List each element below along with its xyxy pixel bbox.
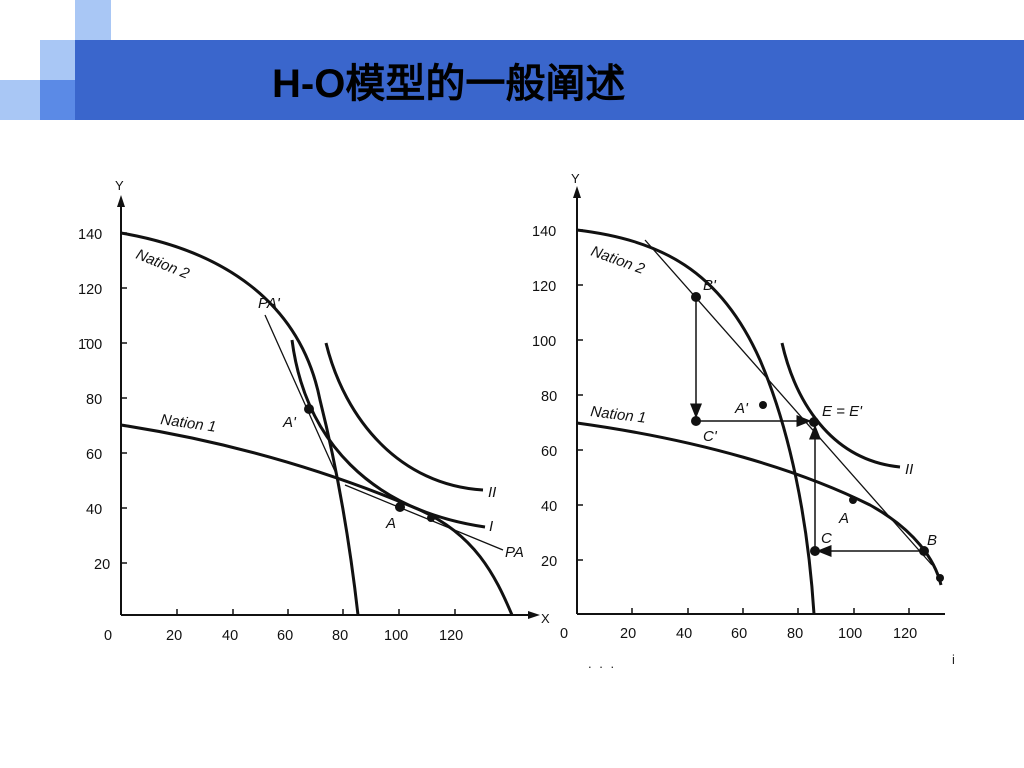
- left-label-pa: PA: [505, 544, 524, 561]
- left-label-pa-prime: PA': [258, 295, 281, 312]
- right-label-c: C: [821, 530, 832, 547]
- right-label-a: A: [838, 510, 849, 527]
- stray-mark-right: i: [952, 652, 955, 667]
- right-point-a: [849, 496, 857, 504]
- left-indifference-curve-ii: [324, 342, 484, 492]
- left-x-tick-40: 40: [222, 628, 238, 644]
- right-y-tick-60: 60: [541, 444, 557, 460]
- right-x-tick-120: 120: [893, 626, 917, 642]
- left-point-tangency: [427, 514, 435, 522]
- right-x-tick-100: 100: [838, 626, 862, 642]
- right-y-tick-20: 20: [541, 554, 557, 570]
- right-x-tick-0: 0: [560, 626, 568, 642]
- left-nation2-frontier: [120, 231, 360, 616]
- left-y-tick-100: 1̄00: [78, 337, 102, 353]
- right-label-a-prime: A': [734, 400, 749, 417]
- left-x-tick-60: 60: [277, 628, 293, 644]
- deco-square-mid: [40, 40, 75, 80]
- deco-square-low: [0, 80, 40, 120]
- left-point-a: [395, 502, 405, 512]
- left-point-a-prime: [304, 404, 314, 414]
- right-label-e: E = E': [822, 403, 863, 420]
- left-x-axis-label: X: [541, 611, 550, 626]
- right-point-c: [810, 546, 820, 556]
- right-y-tick-80: 80: [541, 389, 557, 405]
- left-label-i: I: [489, 518, 493, 535]
- right-indifference-curve-ii: [780, 342, 901, 469]
- right-label-nation2: Nation 2: [589, 243, 648, 278]
- right-y-tick-120: 120: [532, 279, 556, 295]
- left-x-ticks: [176, 609, 456, 615]
- left-y-tick-40: 40: [86, 502, 102, 518]
- right-x-tick-20: 20: [620, 626, 636, 642]
- right-y-axis-label: Y: [571, 171, 580, 186]
- deco-square-low-dark: [40, 80, 75, 120]
- right-nation1-frontier: [576, 421, 943, 586]
- right-label-c-prime: C': [703, 428, 718, 445]
- stray-mark-bottom: . . .: [588, 656, 617, 671]
- deco-square-top: [75, 0, 111, 40]
- left-label-ii: II: [488, 484, 496, 501]
- right-y-tick-140: 140: [532, 224, 556, 240]
- right-point-b-prime: [691, 292, 701, 302]
- right-label-b: B: [927, 532, 937, 549]
- right-trade-price-line: [644, 239, 933, 566]
- left-y-axis-label: Y: [115, 178, 124, 193]
- right-label-nation1: Nation 1: [590, 403, 648, 427]
- right-label-ii: II: [905, 461, 913, 478]
- left-price-line-pa: [344, 484, 504, 551]
- left-y-tick-20: 20: [94, 557, 110, 573]
- left-x-tick-20: 20: [166, 628, 182, 644]
- right-point-b: [919, 546, 929, 556]
- header-bar: [75, 40, 1024, 120]
- right-point-e: [809, 417, 819, 427]
- right-x-tick-60: 60: [731, 626, 747, 642]
- right-x-ticks: [631, 608, 910, 614]
- left-label-a: A: [385, 515, 396, 532]
- left-y-tick-80: 80: [86, 392, 102, 408]
- right-point-end: [936, 574, 944, 582]
- left-y-axis-arrow-icon: [117, 195, 125, 207]
- left-x-tick-120: 120: [439, 628, 463, 644]
- left-y-tick-140: 140: [78, 227, 102, 243]
- right-y-tick-100: 100: [532, 334, 556, 350]
- left-x-tick-0: 0: [104, 628, 112, 644]
- right-label-b-prime: B': [703, 277, 717, 294]
- left-x-tick-100: 100: [384, 628, 408, 644]
- left-price-line-pa-prime: [264, 314, 339, 479]
- right-point-a-prime: [759, 401, 767, 409]
- right-nation2-frontier: [576, 228, 816, 615]
- right-x-tick-80: 80: [787, 626, 803, 642]
- left-indifference-curve-i: [290, 339, 486, 529]
- left-y-tick-60: 60: [86, 447, 102, 463]
- right-y-axis-arrow-icon: [573, 186, 581, 198]
- right-y-tick-40: 40: [541, 499, 557, 515]
- right-point-c-prime: [691, 416, 701, 426]
- left-x-axis-arrow-icon: [528, 611, 540, 619]
- left-x-tick-80: 80: [332, 628, 348, 644]
- right-x-tick-40: 40: [676, 626, 692, 642]
- left-label-a-prime: A': [282, 414, 297, 431]
- slide-title: H-O模型的一般阐述: [272, 62, 626, 106]
- left-y-tick-120: 120: [78, 282, 102, 298]
